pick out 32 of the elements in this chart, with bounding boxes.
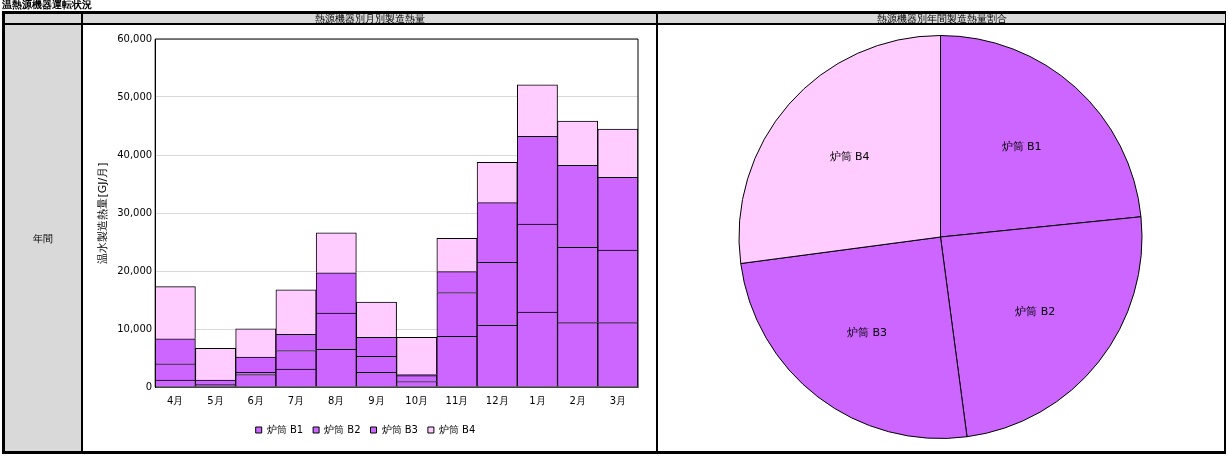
x-tick-label: 2月 (569, 394, 586, 406)
x-tick-label: 11月 (445, 394, 469, 406)
x-tick-label: 8月 (328, 394, 345, 406)
y-tick-label: 0 (145, 380, 153, 392)
chart-title: 熱源機器別年間製造熱量割合 (657, 13, 1226, 24)
text: 年間 (4, 24, 82, 452)
y-tick-label: 50,000 (117, 90, 153, 102)
y-tick-label: 40,000 (117, 148, 153, 160)
x-tick-label: 6月 (247, 394, 264, 406)
y-tick-label: 20,000 (117, 264, 153, 276)
x-tick-label: 10月 (405, 394, 429, 406)
x-tick-label: 5月 (207, 394, 224, 406)
slice-label: 炉筒 B4 (829, 150, 870, 164)
y-axis-title: 温水製造熱量[GJ/月] (96, 162, 110, 264)
x-tick-label: 1月 (529, 394, 546, 406)
x-tick-label: 12月 (485, 394, 509, 406)
slice-label: 炉筒 B1 (1001, 140, 1042, 154)
slice-label: 炉筒 B3 (846, 325, 888, 339)
y-tick-label: 10,000 (117, 322, 153, 334)
y-tick-label: 60,000 (117, 32, 153, 44)
slice-label: 炉筒 B2 (1015, 304, 1056, 318)
x-tick-label: 9月 (368, 394, 385, 406)
legend-label: 炉筒 B4 (438, 423, 476, 435)
x-tick-label: 7月 (287, 394, 305, 406)
text: 温熱源機器運転状況 (2, 0, 92, 10)
x-tick-label: 4月 (167, 394, 184, 406)
x-tick-label: 3月 (609, 394, 627, 406)
legend-label: 炉筒 B3 (381, 423, 418, 435)
chart-title: 熱源機器別月別製造熱量 (82, 13, 657, 24)
y-tick-label: 30,000 (117, 206, 153, 218)
legend-label: 炉筒 B2 (324, 423, 361, 435)
legend-label: 炉筒 B1 (266, 423, 304, 435)
